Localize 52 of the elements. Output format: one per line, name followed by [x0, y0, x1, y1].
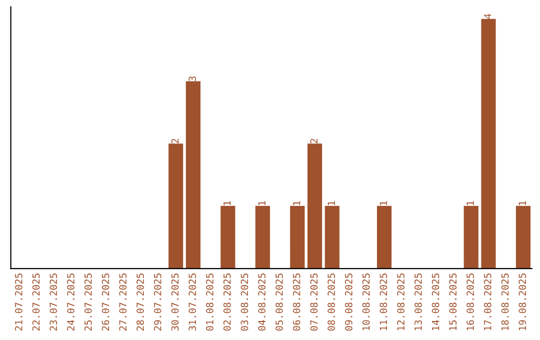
bar	[324, 206, 340, 269]
bar	[307, 144, 322, 269]
data-label: 1	[518, 201, 526, 206]
bar	[516, 206, 531, 269]
x-tick-label: 23.07.2025	[50, 274, 58, 331]
x-tick-label: 04.08.2025	[258, 274, 266, 331]
x-tick-label: 03.08.2025	[240, 274, 248, 331]
x-tick-label: 14.08.2025	[432, 274, 440, 330]
x-tick-label: 21.07.2025	[14, 274, 22, 331]
data-label: 4	[484, 14, 492, 19]
x-tick-label: 26.07.2025	[102, 274, 110, 331]
x-tick-label: 06.08.2025	[292, 274, 300, 331]
x-tick-label: 02.08.2025	[223, 274, 231, 331]
bar	[481, 18, 496, 269]
x-tick-label: 17.08.2025	[484, 274, 492, 330]
data-label: 1	[224, 201, 231, 206]
x-tick-label: 07.08.2025	[310, 274, 318, 331]
x-tick-label: 10.08.2025	[362, 274, 370, 330]
x-tick-label: 11.08.2025	[380, 274, 388, 330]
data-label: 1	[466, 201, 474, 206]
x-tick-label: 29.07.2025	[154, 274, 162, 331]
bar	[290, 206, 305, 269]
data-label: 1	[293, 201, 300, 206]
data-label: 1	[380, 201, 387, 206]
data-label: 2	[171, 138, 179, 144]
x-tick-label: 30.07.2025	[171, 274, 179, 331]
bar	[464, 206, 478, 269]
x-tick-label: 27.07.2025	[119, 274, 127, 331]
data-label: 1	[258, 201, 266, 206]
data-label: 3	[188, 76, 196, 81]
x-tick-label: 09.08.2025	[345, 274, 352, 331]
bar	[168, 144, 184, 269]
x-tick-label: 08.08.2025	[328, 274, 335, 331]
x-tick-label: 24.07.2025	[67, 274, 74, 331]
bar	[186, 81, 200, 269]
x-tick-label: 12.08.2025	[397, 274, 404, 330]
bar	[220, 206, 236, 269]
x-tick-label: 25.07.2025	[84, 274, 92, 331]
x-tick-label: 28.07.2025	[136, 274, 144, 331]
x-tick-label: 31.07.2025	[188, 274, 196, 331]
bar	[255, 206, 270, 269]
x-tick-label: 16.08.2025	[466, 274, 474, 330]
data-label: 1	[328, 201, 335, 206]
x-tick-label: 22.07.2025	[32, 274, 40, 331]
x-tick-label: 05.08.2025	[276, 274, 283, 331]
x-tick-label: 13.08.2025	[414, 274, 422, 330]
data-label: 2	[310, 138, 318, 144]
bar	[376, 206, 392, 269]
x-tick-label: 18.08.2025	[501, 274, 509, 330]
x-tick-label: 19.08.2025	[518, 274, 526, 330]
x-tick-label: 15.08.2025	[449, 274, 457, 330]
x-tick-label: 01.08.2025	[206, 274, 214, 331]
